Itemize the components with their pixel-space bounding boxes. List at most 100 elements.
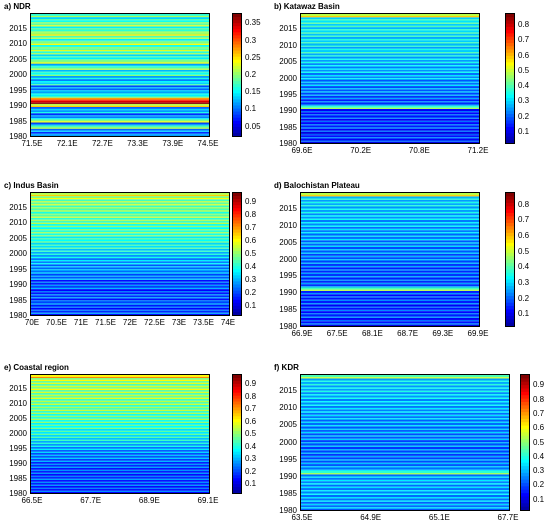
heatmap-row-gap (301, 61, 479, 64)
heatmap-row (31, 486, 209, 488)
colorbar-step (233, 117, 241, 122)
colorbar-tick-label: 0.5 (245, 249, 257, 258)
colorbar-step (521, 422, 529, 427)
heatmap-row (31, 408, 209, 410)
heatmap-row (301, 72, 479, 75)
colorbar-step (521, 378, 529, 383)
colorbar-tick-label: 0.5 (533, 437, 545, 447)
heatmap-row (31, 298, 229, 301)
heatmap-row-gap (31, 303, 229, 305)
heatmap-row (31, 432, 209, 434)
colorbar-step (233, 47, 241, 52)
heatmap-row (301, 263, 479, 266)
y-tick-label: 1980 (9, 132, 27, 141)
colorbar-tick-label: 0.2 (245, 466, 257, 476)
colorbar-step (521, 425, 529, 430)
y-tick-label: 1995 (9, 85, 27, 95)
heatmap-row-gap (301, 140, 479, 142)
colorbar-step (233, 62, 241, 67)
heatmap-row-gap (31, 481, 209, 483)
heatmap-row (31, 233, 229, 236)
heatmap-row-gap (31, 204, 229, 206)
heatmap-row-gap (31, 112, 209, 114)
heatmap-row-gap (301, 71, 479, 73)
colorbar-step (521, 388, 529, 393)
panel-title: c) Indus Basin (4, 181, 59, 190)
heatmap-row (31, 411, 209, 413)
x-tick-label: 72E (122, 318, 138, 327)
heatmap-row (31, 227, 229, 230)
heatmap-row-gap (301, 469, 509, 471)
colorbar-step (506, 107, 514, 112)
colorbar-step (506, 206, 514, 211)
heatmap-row-gap (301, 97, 479, 100)
colorbar-step (506, 292, 514, 297)
heatmap-row (31, 292, 229, 295)
heatmap-row (31, 79, 209, 82)
heatmap-row (301, 56, 479, 59)
heatmap-row-gap (31, 71, 209, 73)
colorbar-step (521, 452, 529, 457)
heatmap-row (301, 419, 509, 422)
colorbar-step (506, 139, 514, 143)
colorbar-tick-label: 0.7 (518, 215, 530, 225)
y-tick-label: 1980 (279, 322, 297, 331)
heatmap-row (31, 245, 229, 248)
heatmap-row (31, 217, 229, 220)
heatmap-row (301, 375, 509, 378)
heatmap-row-gap (31, 93, 209, 95)
heatmap-row-gap (301, 252, 479, 254)
colorbar-step (521, 493, 529, 498)
heatmap-row-gap (301, 496, 509, 499)
heatmap-svg (301, 14, 479, 143)
heatmap-row-gap (301, 88, 479, 90)
heatmap-row (301, 23, 479, 26)
heatmap-row-gap (31, 124, 209, 126)
colorbar-tick-label: 0.3 (245, 454, 257, 463)
heatmap-row (31, 402, 209, 404)
y-tick-label: 2010 (9, 399, 27, 408)
colorbar-step (233, 401, 241, 406)
heatmap-row-gap (31, 382, 209, 384)
colorbar-step (506, 219, 514, 224)
colorbar-tick-label: 0.5 (518, 246, 530, 256)
y-tick-label: 1980 (9, 489, 27, 498)
heatmap-row-gap (31, 297, 229, 299)
colorbar-step (233, 123, 241, 128)
y-tick-label: 2015 (279, 24, 297, 34)
heatmap-row-gap (31, 472, 209, 474)
heatmap-row-gap (31, 216, 229, 218)
heatmap-row-gap (31, 77, 209, 80)
colorbar-step (233, 193, 241, 197)
heatmap-row (31, 251, 229, 254)
heatmap-row (301, 481, 509, 484)
heatmap-row-gap (31, 284, 229, 286)
y-tick-label: 2015 (279, 386, 297, 396)
heatmap-row (301, 474, 509, 477)
heatmap-row-gap (301, 309, 479, 312)
colorbar-tick-label: 0.3 (245, 35, 257, 45)
colorbar-step (233, 383, 241, 388)
heatmap-row-gap (301, 435, 509, 437)
colorbar-tick-label: 0.2 (518, 111, 530, 121)
colorbar-step (233, 386, 241, 391)
colorbar-step (521, 503, 529, 508)
colorbar-step (233, 484, 241, 488)
colorbar-step (233, 416, 241, 420)
heatmap-row (31, 435, 209, 437)
colorbar-step (506, 289, 514, 294)
heatmap-row-gap (31, 207, 229, 209)
colorbar-step (521, 449, 529, 454)
heatmap-row-gap (31, 400, 209, 402)
panel-title: e) Coastal region (4, 363, 69, 372)
heatmap-row (301, 193, 479, 196)
heatmap-row (301, 216, 479, 219)
colorbar-step (506, 252, 514, 257)
colorbar-step (233, 460, 241, 465)
colorbar-step (233, 404, 241, 409)
y-tick-label: 2005 (279, 57, 297, 67)
heatmap-row-gap (31, 421, 209, 423)
x-tick-label: 70.2E (350, 146, 372, 155)
heatmap-row-gap (301, 380, 509, 382)
colorbar-step (506, 30, 514, 34)
